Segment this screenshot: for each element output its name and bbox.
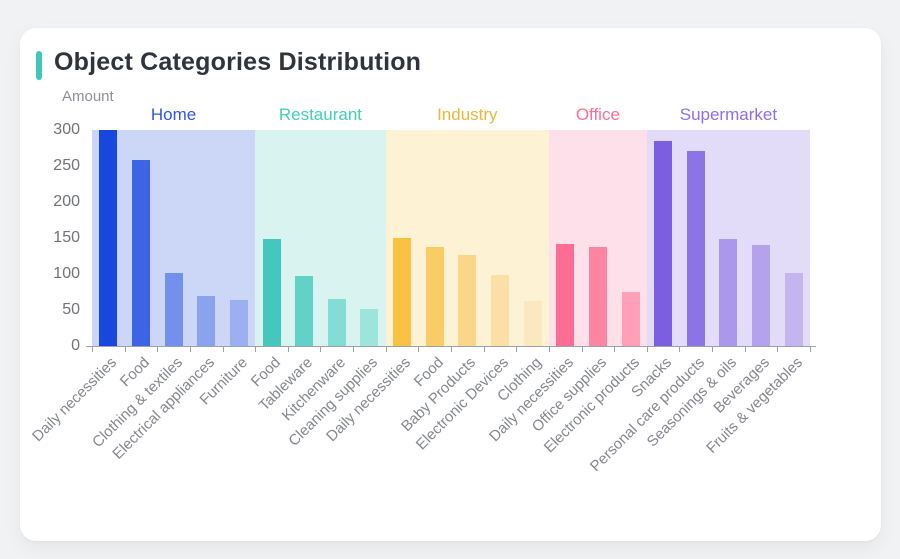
x-axis-tick [353, 347, 355, 352]
bar[interactable] [393, 238, 412, 346]
y-axis-tick-label: 300 [53, 121, 80, 138]
bar[interactable] [327, 299, 346, 346]
y-axis-tick-label: 100 [53, 265, 80, 282]
bar[interactable] [784, 273, 803, 346]
x-axis-tick [646, 347, 648, 352]
y-axis-tick-label: 200 [53, 193, 80, 210]
y-axis-title: Amount [62, 88, 114, 105]
x-axis-tick [385, 347, 387, 352]
x-axis-tick [483, 347, 485, 352]
group-label: Restaurant [278, 105, 363, 124]
bar[interactable] [425, 246, 444, 346]
x-axis-tick [287, 347, 289, 352]
bar[interactable] [490, 274, 509, 346]
bar[interactable] [262, 239, 281, 346]
bar[interactable] [131, 160, 150, 346]
bar[interactable] [752, 245, 771, 346]
bar[interactable] [588, 246, 607, 346]
x-axis-tick [744, 347, 746, 352]
group-label: Office [575, 105, 620, 124]
bar[interactable] [99, 130, 118, 346]
x-axis-tick [222, 347, 224, 352]
x-axis-tick [451, 347, 452, 352]
x-axis-tick [777, 347, 779, 352]
bar[interactable] [556, 243, 575, 346]
page-title: Object Categories Distribution [54, 48, 422, 76]
title-accent-bar [36, 51, 42, 80]
y-axis-tick-label: 150 [53, 229, 80, 246]
bar[interactable] [229, 299, 248, 346]
x-axis-tick [548, 347, 550, 352]
bar[interactable] [295, 276, 314, 346]
x-axis-tick [614, 347, 616, 352]
x-axis-tick [712, 347, 714, 352]
x-axis-tick [124, 347, 126, 352]
bar[interactable] [719, 239, 738, 346]
x-axis-tick [679, 347, 681, 352]
x-axis-line [86, 346, 816, 347]
bar[interactable] [654, 140, 673, 346]
bar[interactable] [686, 150, 705, 346]
x-axis-tick [92, 347, 93, 352]
x-axis-tick [255, 347, 257, 352]
bar[interactable] [458, 255, 477, 346]
x-axis-tick [516, 347, 518, 352]
y-axis-tick-label: 50 [62, 301, 80, 318]
x-axis-tick [189, 347, 191, 352]
x-axis-tick [810, 347, 811, 352]
group-label: Home [150, 105, 197, 124]
y-axis-tick-label: 0 [71, 337, 80, 354]
bar[interactable] [197, 296, 216, 346]
x-axis-tick [157, 347, 159, 352]
x-axis-tick [581, 347, 583, 352]
bar[interactable] [523, 300, 542, 346]
y-axis-tick-label: 250 [53, 157, 80, 174]
bar[interactable] [164, 272, 183, 346]
group-label: Supermarket [679, 105, 778, 124]
x-axis-tick [418, 347, 420, 352]
bar[interactable] [360, 309, 379, 346]
x-axis-tick [320, 347, 322, 352]
bar[interactable] [621, 292, 640, 346]
group-label: Industry [437, 105, 498, 124]
plot-area: 0 50 100 150 200 250 300 Home Daily necessities F… [20, 28, 881, 541]
